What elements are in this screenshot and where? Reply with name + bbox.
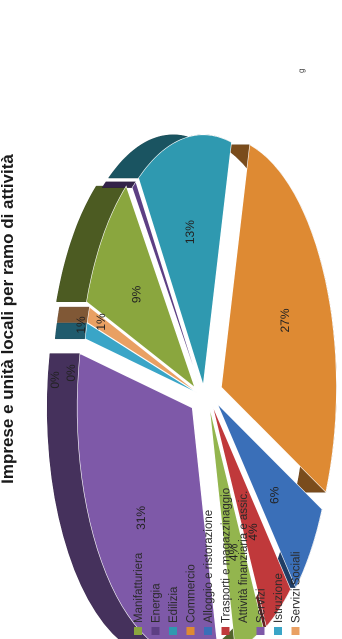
legend-swatch	[134, 627, 142, 635]
legend-label: Alloggio e ristorazione	[203, 510, 215, 623]
legend-item: Istruzione	[273, 573, 285, 635]
pie-slice-energia	[131, 181, 201, 389]
legend-swatch	[204, 627, 212, 635]
legend-swatch	[186, 627, 195, 635]
legend-item: Servizi Sociali	[291, 551, 303, 635]
legend-label: Servizi Sociali	[291, 551, 303, 623]
legend-label: Servizi	[256, 588, 268, 623]
pie-plot: 9% 13% 27% 6% 4% 4% 31% 0% 1% 0% 1%	[46, 134, 337, 639]
small-slice-label: 0%	[64, 364, 78, 382]
legend-label: Energia	[151, 583, 163, 623]
legend-item: Manifatturiera	[133, 552, 145, 635]
legend-item: Energia	[151, 583, 163, 635]
pie-slice-side	[101, 181, 137, 188]
pie-slice-istruzione	[84, 322, 198, 394]
pie-slice-edilizia	[138, 134, 232, 385]
legend-item: Edilizia	[168, 586, 180, 635]
slice-label: 4%	[246, 523, 260, 541]
slice-label: 31%	[134, 506, 148, 530]
legend-label: Edilizia	[168, 586, 180, 623]
pie-slice-servizi	[76, 353, 217, 639]
legend-label: Istruzione	[273, 573, 285, 623]
legend-label: Trasporti e magazzinaggio	[221, 488, 233, 623]
pie-slice-alloggio-e-ristorazione	[217, 403, 323, 589]
legend-item: Trasporti e magazzinaggio	[221, 488, 233, 635]
small-slice-label: 1%	[74, 316, 88, 334]
legend-swatch	[256, 627, 265, 635]
pie-slice-commercio	[221, 144, 337, 493]
legend-label: Attività finanziaria e assic.	[238, 491, 250, 623]
small-slice-label: 1%	[94, 313, 108, 331]
slice-label: 9%	[130, 285, 144, 303]
legend-label: Commercio	[186, 564, 198, 623]
pie-slice-manifatturiera	[86, 185, 196, 389]
pie-slice-servizi-sociali	[86, 306, 198, 393]
legend-item: Alloggio e ristorazione	[203, 510, 215, 635]
legend-swatch	[169, 627, 177, 635]
slice-label: 6%	[267, 486, 281, 504]
legend-swatch	[151, 627, 160, 635]
small-slice-label: 0%	[48, 371, 62, 389]
slice-label: 4%	[227, 543, 241, 561]
pie-slice-trasporti-e-magazzinaggio	[212, 405, 291, 628]
slice-label: 27%	[278, 308, 292, 332]
legend-swatch	[274, 627, 282, 635]
legend-swatch	[291, 627, 300, 635]
slice-label: 13%	[183, 220, 197, 244]
legend-label: Manifatturiera	[133, 552, 145, 623]
legend-item: Attività finanziaria e assic.	[238, 491, 250, 635]
legend-swatch	[239, 627, 247, 635]
legend-item: Servizi	[256, 588, 268, 635]
chart-legend: Manifatturiera Energia Edilizia Commercio Al…	[133, 488, 303, 635]
legend-swatch	[221, 627, 230, 635]
legend-item: Commercio	[186, 564, 198, 635]
